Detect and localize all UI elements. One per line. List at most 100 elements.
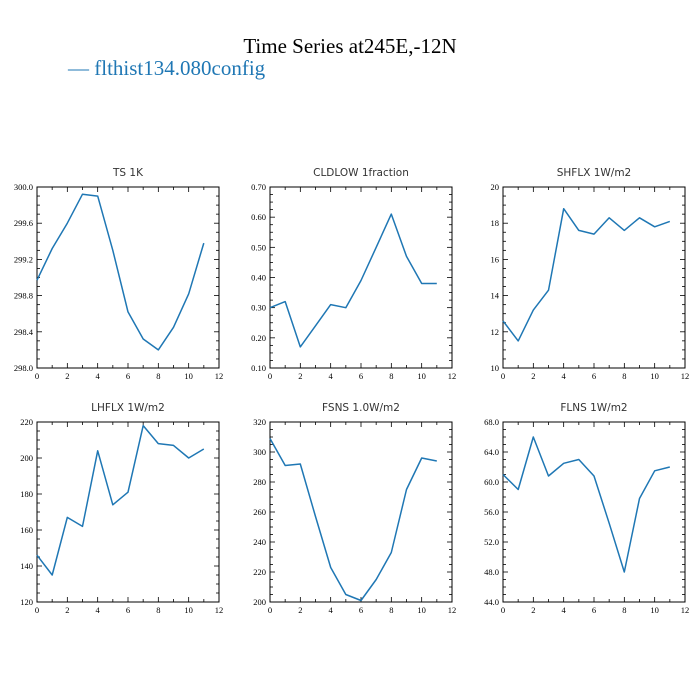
plot-frame bbox=[269, 421, 453, 603]
y-tick-label: 48.0 bbox=[484, 567, 499, 577]
y-tick-label: 0.50 bbox=[251, 242, 266, 252]
x-tick-label: 8 bbox=[622, 605, 626, 615]
x-tick-label: 0 bbox=[35, 371, 39, 381]
x-tick-label: 10 bbox=[184, 371, 193, 381]
x-tick-label: 4 bbox=[96, 605, 101, 615]
y-tick-label: 0.10 bbox=[251, 363, 266, 373]
x-tick-label: 0 bbox=[268, 605, 272, 615]
x-tick-label: 6 bbox=[359, 371, 363, 381]
x-tick-label: 10 bbox=[650, 605, 659, 615]
panel-title: CLDLOW 1fraction bbox=[313, 167, 409, 179]
panel-title: SHFLX 1W/m2 bbox=[557, 167, 632, 179]
y-tick-label: 20 bbox=[491, 182, 500, 192]
x-tick-label: 12 bbox=[215, 371, 224, 381]
y-tick-label: 200 bbox=[20, 453, 33, 463]
panel-title: FLNS 1W/m2 bbox=[560, 402, 627, 414]
y-tick-label: 200 bbox=[253, 597, 266, 607]
x-tick-label: 0 bbox=[501, 371, 505, 381]
x-tick-label: 6 bbox=[592, 371, 596, 381]
y-tick-label: 320 bbox=[253, 417, 266, 427]
series-line bbox=[36, 193, 205, 351]
y-tick-label: 140 bbox=[20, 561, 33, 571]
x-tick-label: 4 bbox=[96, 371, 101, 381]
plot-frame bbox=[502, 186, 686, 369]
x-tick-label: 12 bbox=[681, 605, 690, 615]
x-tick-label: 2 bbox=[298, 605, 302, 615]
y-tick-label: 16 bbox=[491, 254, 500, 264]
x-tick-label: 12 bbox=[215, 605, 224, 615]
legend-entry: — flthist134.080config bbox=[68, 56, 266, 80]
y-tick-label: 64.0 bbox=[484, 447, 499, 457]
x-tick-label: 8 bbox=[156, 371, 160, 381]
y-tick-label: 60.0 bbox=[484, 477, 499, 487]
x-tick-label: 6 bbox=[592, 605, 596, 615]
x-tick-label: 4 bbox=[562, 605, 567, 615]
x-tick-label: 10 bbox=[417, 605, 426, 615]
x-tick-label: 8 bbox=[622, 371, 626, 381]
x-tick-label: 2 bbox=[531, 371, 535, 381]
x-tick-label: 4 bbox=[329, 371, 334, 381]
y-tick-label: 300 bbox=[253, 447, 266, 457]
y-tick-label: 120 bbox=[20, 597, 33, 607]
y-tick-label: 260 bbox=[253, 507, 266, 517]
x-tick-label: 6 bbox=[359, 605, 363, 615]
series-line bbox=[269, 438, 437, 602]
y-tick-label: 298.4 bbox=[14, 327, 34, 337]
plot-frame bbox=[36, 186, 220, 369]
x-tick-label: 4 bbox=[562, 371, 567, 381]
y-tick-label: 0.70 bbox=[251, 182, 266, 192]
y-tick-label: 0.40 bbox=[251, 273, 266, 283]
y-tick-label: 220 bbox=[253, 567, 266, 577]
x-tick-label: 2 bbox=[65, 605, 69, 615]
x-tick-label: 0 bbox=[35, 605, 39, 615]
x-tick-label: 12 bbox=[448, 371, 457, 381]
y-tick-label: 56.0 bbox=[484, 507, 499, 517]
y-tick-label: 18 bbox=[491, 218, 500, 228]
x-tick-label: 12 bbox=[448, 605, 457, 615]
y-tick-label: 0.20 bbox=[251, 333, 266, 343]
y-tick-label: 298.0 bbox=[14, 363, 33, 373]
y-tick-label: 240 bbox=[253, 537, 266, 547]
x-tick-label: 8 bbox=[156, 605, 160, 615]
y-tick-label: 180 bbox=[20, 489, 33, 499]
plot-frame bbox=[36, 421, 220, 603]
y-tick-label: 10 bbox=[491, 363, 500, 373]
series-line bbox=[269, 213, 437, 348]
x-tick-label: 4 bbox=[329, 605, 334, 615]
x-tick-label: 6 bbox=[126, 371, 130, 381]
y-tick-label: 52.0 bbox=[484, 537, 499, 547]
figure-title: Time Series at245E,-12N bbox=[243, 34, 457, 58]
y-tick-label: 14 bbox=[491, 291, 500, 301]
x-tick-label: 12 bbox=[681, 371, 690, 381]
panel-title: FSNS 1.0W/m2 bbox=[322, 402, 400, 414]
x-tick-label: 10 bbox=[650, 371, 659, 381]
plot-frame bbox=[269, 186, 453, 369]
y-tick-label: 68.0 bbox=[484, 417, 499, 427]
y-tick-label: 0.30 bbox=[251, 303, 266, 313]
series-line bbox=[502, 436, 670, 573]
y-tick-label: 280 bbox=[253, 477, 266, 487]
y-tick-label: 220 bbox=[20, 417, 33, 427]
x-tick-label: 10 bbox=[417, 371, 426, 381]
series-line bbox=[502, 207, 671, 342]
y-tick-label: 44.0 bbox=[484, 597, 499, 607]
x-tick-label: 2 bbox=[531, 605, 535, 615]
y-tick-label: 300.0 bbox=[14, 182, 33, 192]
x-tick-label: 2 bbox=[298, 371, 302, 381]
y-tick-label: 299.2 bbox=[14, 254, 33, 264]
y-tick-label: 12 bbox=[491, 327, 500, 337]
x-tick-label: 0 bbox=[501, 605, 505, 615]
x-tick-label: 10 bbox=[184, 605, 193, 615]
series-line bbox=[36, 424, 205, 576]
x-tick-label: 6 bbox=[126, 605, 130, 615]
y-tick-label: 299.6 bbox=[14, 218, 33, 228]
x-tick-label: 8 bbox=[389, 605, 393, 615]
panel-title: TS 1K bbox=[112, 167, 144, 179]
y-tick-label: 298.8 bbox=[14, 291, 33, 301]
panel-title: LHFLX 1W/m2 bbox=[91, 402, 165, 414]
y-tick-label: 160 bbox=[20, 525, 33, 535]
y-tick-label: 0.60 bbox=[251, 212, 266, 222]
x-tick-label: 0 bbox=[268, 371, 272, 381]
x-tick-label: 2 bbox=[65, 371, 69, 381]
